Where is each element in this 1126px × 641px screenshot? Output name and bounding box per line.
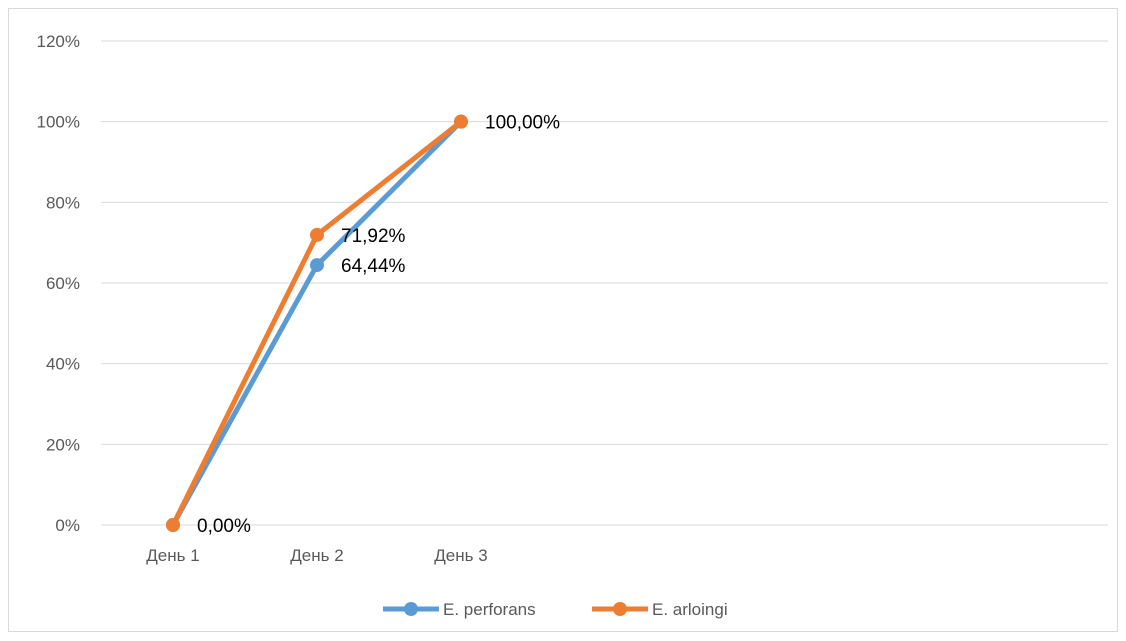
- series: [166, 114, 468, 532]
- x-tick-label: День 1: [146, 546, 199, 565]
- data-labels: 64,44% 0,00% 71,92% 100,00%: [197, 113, 560, 537]
- series-line: [170, 119, 464, 528]
- legend-marker: [404, 602, 418, 616]
- legend: E. perforans E. arloingi: [383, 600, 728, 619]
- data-point: [310, 227, 324, 242]
- legend-label: E. arloingi: [652, 600, 728, 619]
- y-tick-label: 80%: [46, 193, 80, 212]
- legend-label: E. perforans: [443, 600, 536, 619]
- y-tick-label: 0%: [55, 516, 80, 535]
- y-tick-label: 120%: [37, 32, 80, 51]
- data-label: 0,00%: [197, 516, 251, 537]
- data-point: [310, 258, 324, 273]
- x-tick-label: День 2: [290, 546, 343, 565]
- x-tick-label: День 3: [434, 546, 487, 565]
- y-tick-label: 40%: [46, 355, 80, 374]
- y-tick-label: 60%: [46, 274, 80, 293]
- data-point: [166, 518, 180, 532]
- y-tick-label: 100%: [37, 113, 80, 132]
- data-label: 64,44%: [341, 256, 406, 277]
- legend-marker: [613, 602, 627, 616]
- axes: 0% 20% 40% 60% 80% 100% 120% День 1 День 2 День 3: [37, 32, 488, 565]
- data-label: 71,92%: [341, 226, 406, 247]
- chart-area: [8, 8, 1118, 632]
- data-point: [454, 114, 468, 129]
- series-line: [170, 119, 464, 528]
- y-tick-label: 20%: [46, 435, 80, 454]
- gridlines: [101, 40, 1108, 526]
- data-label: 100,00%: [485, 113, 560, 134]
